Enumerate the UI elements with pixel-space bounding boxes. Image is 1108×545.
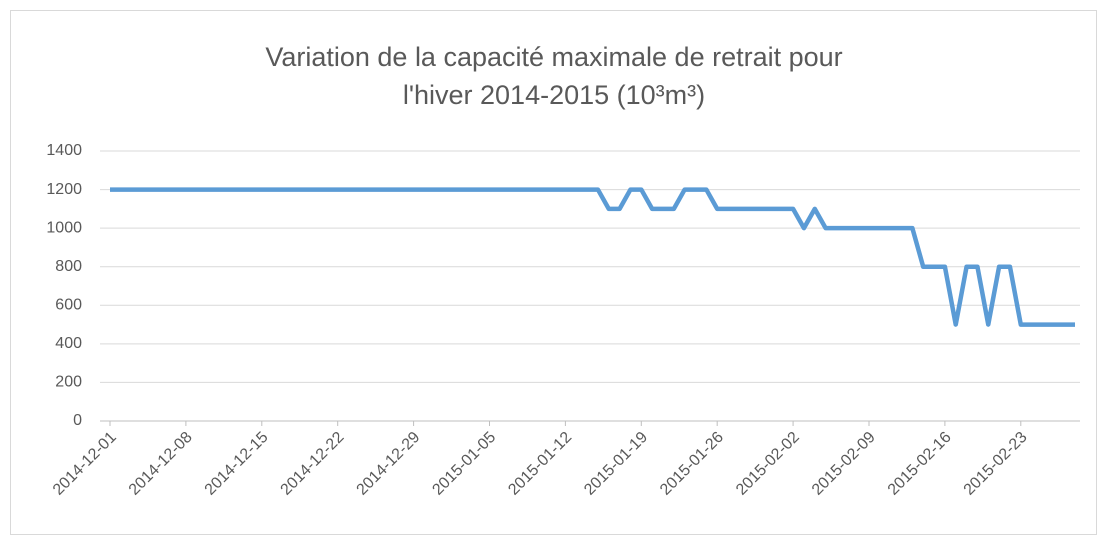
y-tick-label: 400 [55,335,82,352]
chart-border [10,10,1097,535]
y-tick-label: 800 [55,258,82,275]
data-line [110,187,1075,327]
y-tick-label: 200 [55,374,82,391]
chart-title: Variation de la capacité maximale de ret… [265,42,843,110]
y-tick-label: 0 [73,412,82,429]
y-tick-label: 1400 [46,142,82,159]
y-tick-label: 1000 [46,219,82,236]
y-tick-label: 600 [55,297,82,314]
y-tick-label: 1200 [46,181,82,198]
